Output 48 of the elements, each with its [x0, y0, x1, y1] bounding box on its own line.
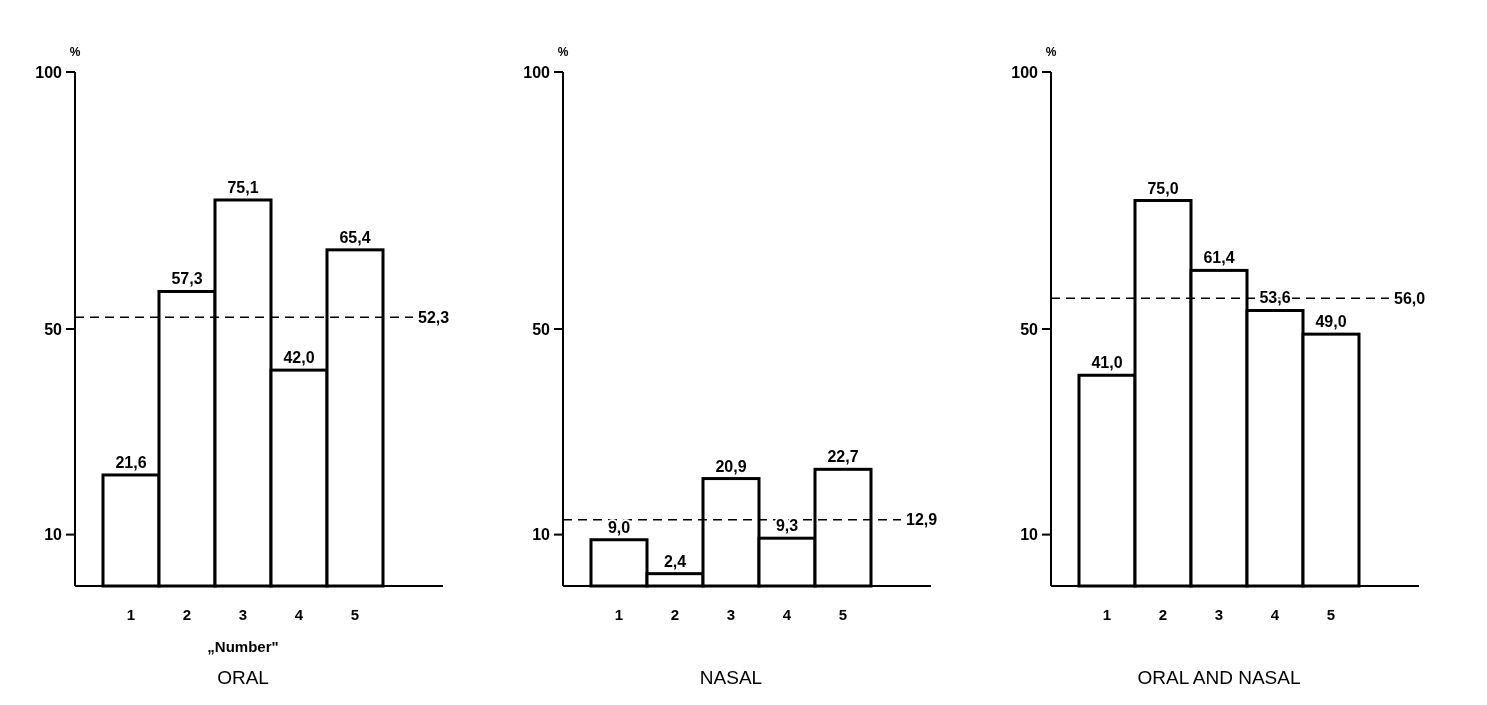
text: NASAL	[699, 667, 763, 688]
x-tick-label: 1	[1102, 606, 1112, 623]
x-tick-label: 4	[1270, 606, 1280, 623]
x-tick-label: 5	[1326, 606, 1336, 623]
x-tick-label: 2	[670, 606, 680, 623]
text: ORAL AND NASAL	[1137, 667, 1301, 688]
data-label: 75,0	[1147, 179, 1179, 197]
data-label: 9,3	[775, 517, 799, 535]
x-tick-label: 1	[614, 606, 624, 623]
x-axis-title: „Number"	[207, 638, 279, 655]
ref-line-label: 52,3	[418, 308, 450, 326]
y-tick-label: 50	[1020, 320, 1039, 338]
y-tick-label: 10	[1020, 526, 1039, 544]
y-axis-title: %	[1045, 45, 1057, 59]
data-label: 42,0	[283, 349, 315, 367]
data-label: 22,7	[827, 448, 859, 466]
data-label: 49,0	[1315, 313, 1347, 331]
data-label: 41,0	[1091, 354, 1123, 372]
data-label: 61,4	[1203, 249, 1235, 267]
y-tick-label: 10	[44, 526, 63, 544]
x-tick-label: 3	[1214, 606, 1224, 623]
ref-line-label: 56,0	[1394, 289, 1426, 307]
data-label: 2,4	[663, 552, 687, 570]
y-tick-label: 50	[532, 320, 551, 338]
y-tick-label: 100	[523, 63, 551, 81]
x-tick-label: 2	[182, 606, 192, 623]
data-label: 9,0	[607, 518, 631, 536]
x-tick-label: 1	[126, 606, 136, 623]
y-tick-label: 10	[532, 526, 551, 544]
y-tick-label: 50	[44, 320, 63, 338]
x-tick-label: 2	[1158, 606, 1168, 623]
y-tick-label: 100	[1011, 63, 1039, 81]
x-tick-label: 5	[350, 606, 360, 623]
y-axis-title: %	[557, 45, 569, 59]
data-label: 20,9	[715, 457, 747, 475]
y-axis-title: %	[69, 45, 81, 59]
data-label: 21,6	[115, 453, 147, 471]
x-tick-label: 4	[294, 606, 304, 623]
x-tick-label: 4	[782, 606, 792, 623]
x-tick-label: 3	[726, 606, 736, 623]
data-label: 75,1	[227, 178, 259, 196]
y-tick-label: 100	[35, 63, 63, 81]
text: ORAL	[217, 667, 269, 688]
x-tick-label: 5	[838, 606, 848, 623]
ref-line-label: 12,9	[906, 511, 938, 529]
x-tick-label: 3	[238, 606, 248, 623]
data-label: 65,4	[339, 228, 371, 246]
data-label: 57,3	[171, 270, 203, 288]
